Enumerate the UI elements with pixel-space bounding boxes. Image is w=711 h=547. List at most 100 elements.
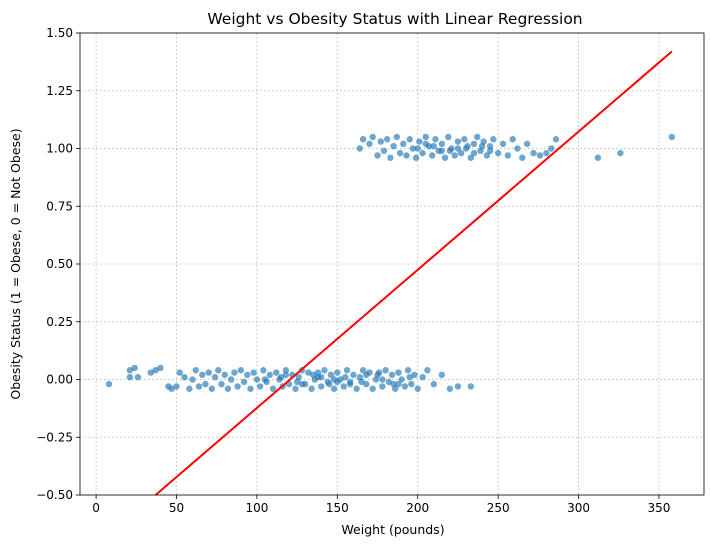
scatter-point [530,149,537,157]
scatter-point [390,380,397,388]
scatter-point [227,376,235,383]
scatter-point [438,371,446,379]
scatter-point [282,371,290,379]
scatter-point [412,154,420,161]
scatter-point [430,142,438,150]
y-tick-label: 1.50 [46,26,73,40]
x-axis-label: Weight (pounds) [341,522,444,537]
scatter-point [388,371,396,379]
scatter-point [105,380,113,388]
scatter-point [454,138,462,145]
scatter-point [486,147,494,155]
scatter-point [446,147,454,155]
scatter-point [293,378,301,386]
scatter-point [260,367,267,374]
x-tick-label: 300 [567,501,590,515]
scatter-point [548,145,555,152]
x-tick-label: 150 [326,501,349,515]
scatter-point [358,378,365,386]
scatter-point [406,136,413,143]
scatter-point [404,367,412,374]
scatter-point [342,373,349,381]
scatter-point [395,380,402,388]
scatter-points [105,133,676,392]
scatter-point [261,376,269,383]
scatter-point [470,149,478,157]
x-tick-label: 50 [169,501,184,515]
scatter-point [350,371,357,379]
y-tick-label: 0.00 [46,373,73,387]
scatter-point [369,385,376,392]
scatter-point [215,367,222,374]
scatter-point [380,147,388,155]
scatter-point [396,149,404,157]
scatter-point [414,385,421,392]
scatter-point [134,373,142,381]
scatter-point [519,154,526,161]
scatter-point [438,140,446,148]
scatter-point [486,142,494,150]
scatter-point [385,378,392,386]
scatter-point [126,373,134,381]
scatter-point [152,367,159,374]
scatter-point [467,154,475,161]
scatter-point [543,149,550,157]
y-tick-label: 0.75 [46,199,73,213]
scatter-point [256,383,264,390]
scatter-point [318,383,325,390]
scatter-point [416,138,423,145]
scatter-point [514,145,521,152]
scatter-point [292,385,299,392]
y-tick-label: 1.25 [46,84,73,98]
grid [80,32,704,496]
scatter-point [400,140,407,148]
scatter-point [363,380,370,388]
scatter-point [398,376,405,383]
scatter-point [346,378,354,386]
scatter-point [374,152,381,159]
scatter-point [536,152,544,159]
scatter-point [244,371,251,379]
scatter-point [250,369,257,376]
scatter-point [218,380,225,388]
scatter-point [181,373,188,381]
scatter-point [366,140,373,148]
scatter-point [379,383,386,390]
scatter-point [393,133,401,141]
scatter-point [454,383,462,390]
scatter-point [470,140,478,148]
scatter-point [594,154,602,161]
scatter-point [462,145,470,152]
scatter-point [240,378,248,386]
scatter-point [363,371,370,379]
x-tick-label: 350 [648,501,671,515]
scatter-point [401,383,409,390]
scatter-point [173,383,180,390]
scatter-point [419,149,426,157]
scatter-point [467,383,475,390]
scatter-point [499,140,507,148]
scatter-point [387,154,394,161]
scatter-point [408,380,415,388]
scatter-point [422,133,429,141]
scatter-point [176,369,183,376]
scatter-point [504,152,511,159]
x-tick-label: 100 [245,501,268,515]
scatter-point [318,373,325,381]
scatter-point [379,376,386,383]
scatter-point [273,369,280,376]
scatter-point [282,367,290,374]
regression-line [154,50,673,496]
scatter-point [441,154,449,161]
y-axis-label: Obesity Status (1 = Obese, 0 = Not Obese… [8,128,23,399]
scatter-point [334,378,341,386]
scatter-point [353,385,360,392]
y-tick-label: 0.25 [46,315,73,329]
scatter-point [494,149,502,157]
scatter-point [359,367,367,374]
scatter-point [237,367,245,374]
scatter-point [523,140,531,148]
scatter-point [383,136,391,143]
scatter-point [327,371,335,379]
scatter-point [382,367,389,374]
